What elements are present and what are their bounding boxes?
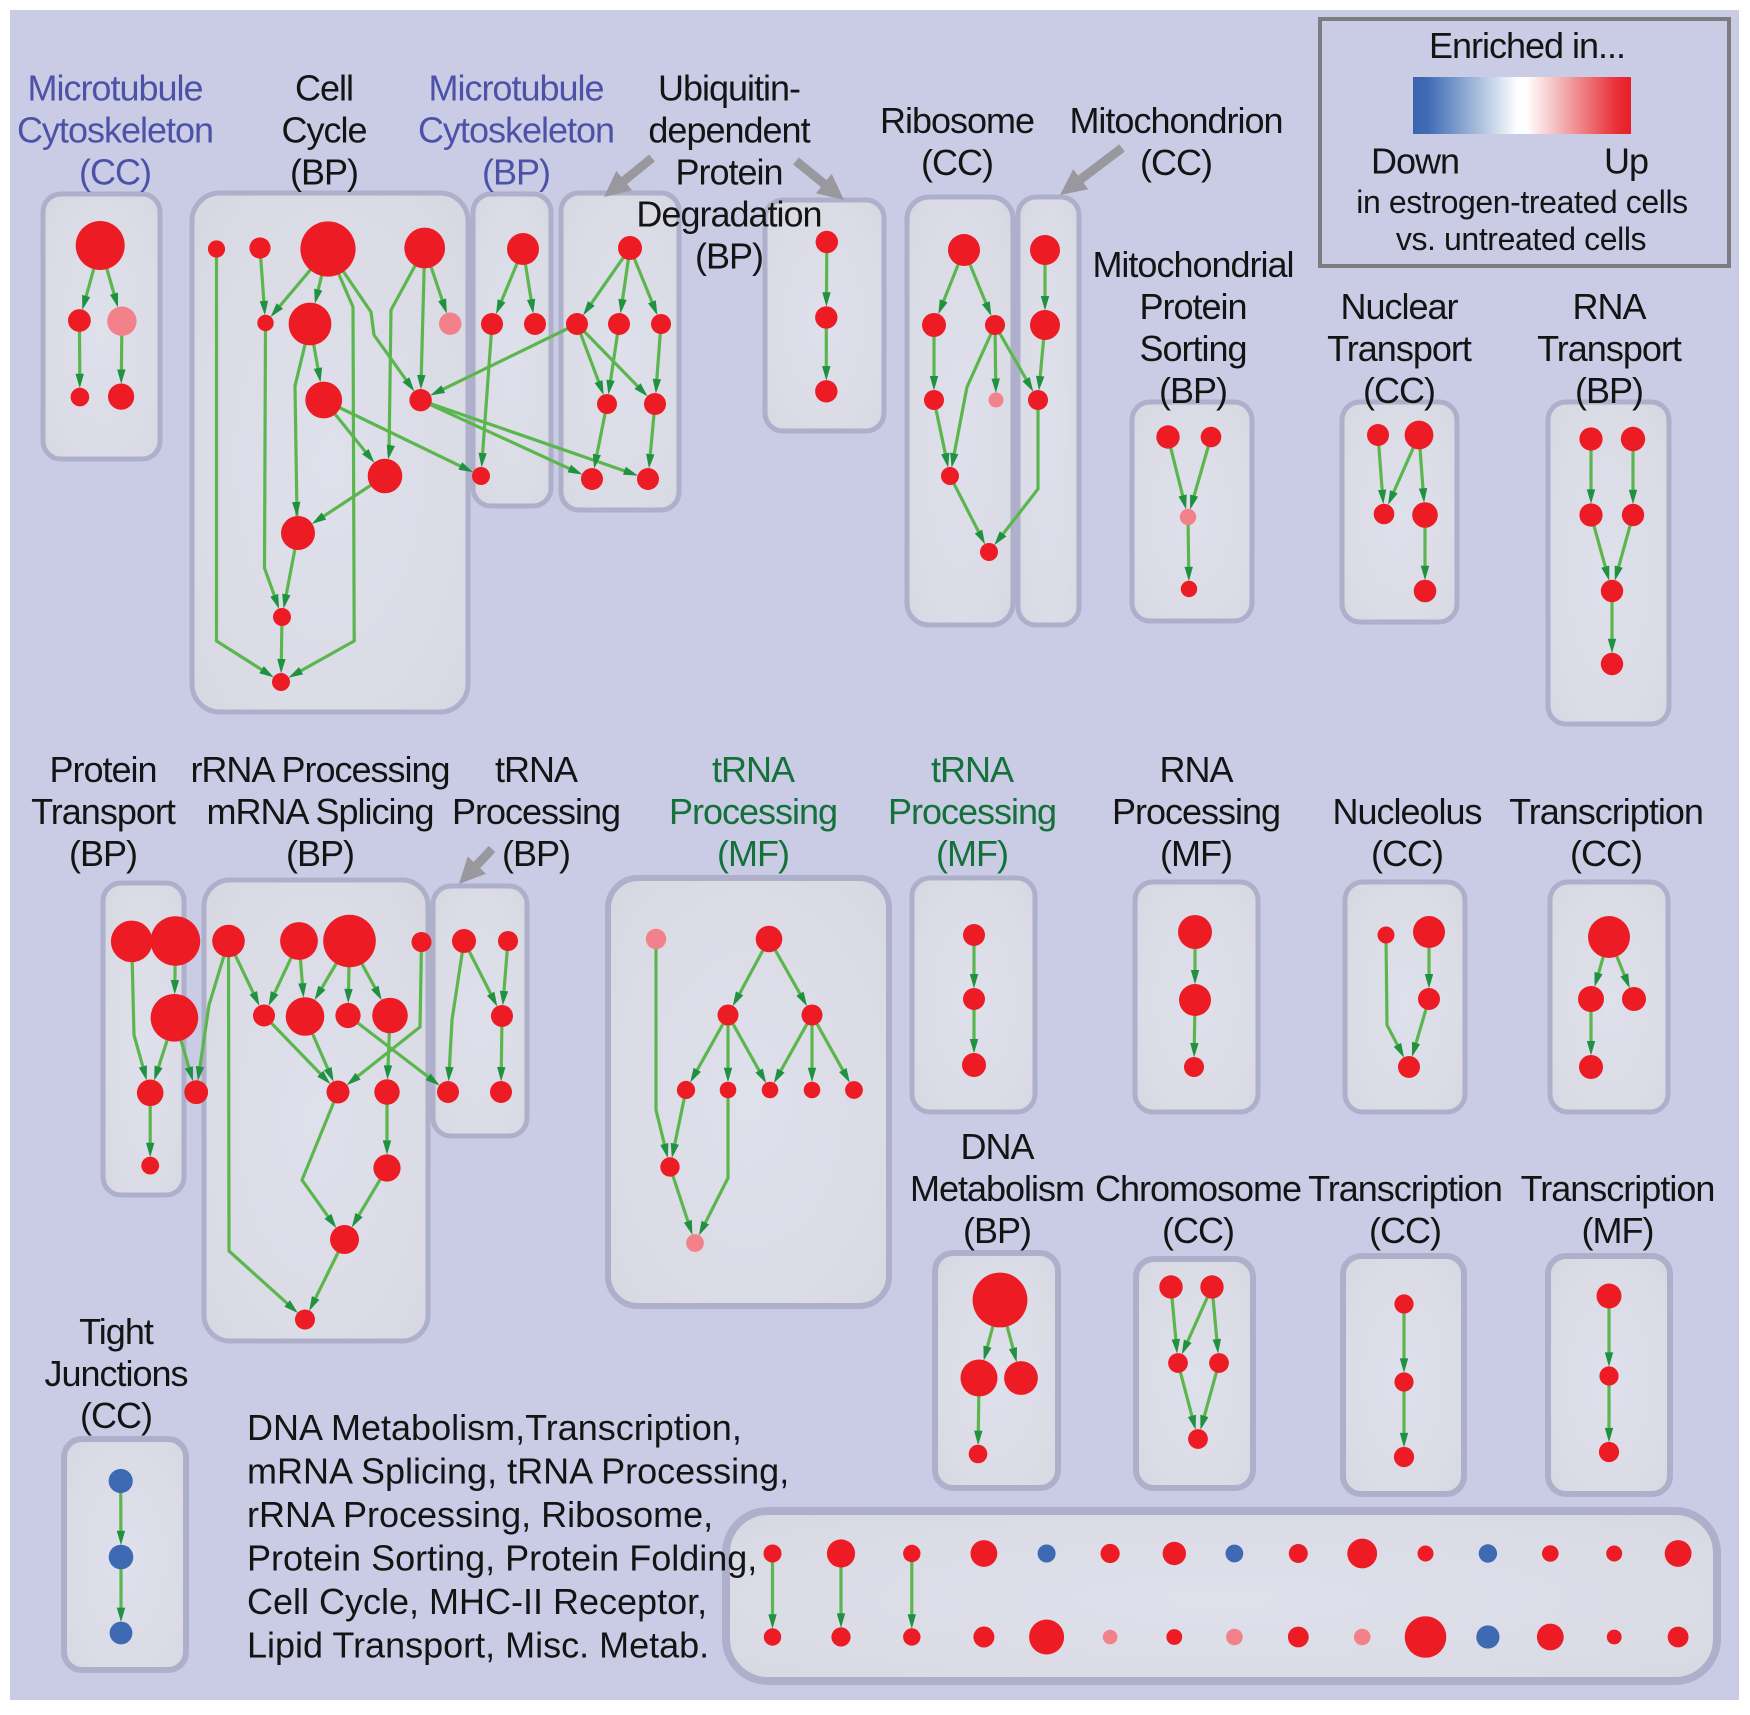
svg-text:Protein: Protein (1139, 286, 1246, 327)
svg-text:Processing: Processing (888, 791, 1056, 832)
svg-text:Transcription: Transcription (1509, 791, 1703, 832)
svg-text:(BP): (BP) (1575, 370, 1643, 411)
svg-text:Degradation: Degradation (636, 194, 821, 235)
svg-text:Metabolism: Metabolism (910, 1168, 1084, 1209)
svg-text:Processing: Processing (669, 791, 837, 832)
svg-text:(MF): (MF) (936, 833, 1008, 874)
svg-text:Cell: Cell (295, 68, 353, 109)
svg-text:Microtubule: Microtubule (27, 68, 202, 109)
svg-text:(CC): (CC) (80, 1395, 152, 1436)
svg-text:Protein: Protein (675, 152, 782, 193)
svg-text:vs. untreated cells: vs. untreated cells (1396, 221, 1646, 257)
svg-text:Cytoskeleton: Cytoskeleton (418, 110, 614, 151)
svg-text:DNA: DNA (960, 1126, 1034, 1167)
svg-text:tRNA: tRNA (931, 749, 1014, 790)
svg-text:Transport: Transport (1327, 328, 1472, 369)
svg-text:tRNA: tRNA (712, 749, 795, 790)
svg-text:(BP): (BP) (69, 833, 137, 874)
svg-text:Cycle: Cycle (281, 110, 366, 151)
svg-text:Nucleolus: Nucleolus (1332, 791, 1481, 832)
svg-text:(CC): (CC) (1369, 1210, 1441, 1251)
svg-text:Cell Cycle, MHC-II Receptor,: Cell Cycle, MHC-II Receptor, (247, 1581, 707, 1622)
svg-text:Enriched in...: Enriched in... (1429, 25, 1625, 66)
svg-text:DNA Metabolism,Transcription,: DNA Metabolism,Transcription, (247, 1407, 742, 1448)
svg-text:rRNA Processing: rRNA Processing (190, 749, 449, 790)
svg-text:in estrogen-treated cells: in estrogen-treated cells (1356, 184, 1688, 220)
svg-text:Down: Down (1371, 141, 1459, 182)
svg-text:Mitochondrion: Mitochondrion (1069, 100, 1282, 141)
svg-text:(CC): (CC) (1162, 1210, 1234, 1251)
svg-text:Ribosome: Ribosome (880, 100, 1034, 141)
svg-text:Lipid Transport, Misc. Metab.: Lipid Transport, Misc. Metab. (247, 1625, 709, 1666)
svg-text:(BP): (BP) (695, 236, 763, 277)
svg-text:RNA: RNA (1159, 749, 1233, 790)
svg-text:Processing: Processing (1112, 791, 1280, 832)
svg-text:Nuclear: Nuclear (1340, 286, 1458, 327)
svg-text:(CC): (CC) (1363, 370, 1435, 411)
svg-text:mRNA Splicing, tRNA Processing: mRNA Splicing, tRNA Processing, (247, 1451, 789, 1492)
svg-text:Transport: Transport (31, 791, 176, 832)
svg-text:Tight: Tight (79, 1311, 154, 1352)
svg-text:Chromosome: Chromosome (1095, 1168, 1301, 1209)
svg-text:Cytoskeleton: Cytoskeleton (17, 110, 213, 151)
svg-text:(CC): (CC) (1570, 833, 1642, 874)
svg-text:Junctions: Junctions (44, 1353, 187, 1394)
svg-text:Up: Up (1604, 141, 1648, 182)
svg-text:Protein: Protein (49, 749, 156, 790)
svg-text:Transcription: Transcription (1308, 1168, 1502, 1209)
svg-text:(MF): (MF) (717, 833, 789, 874)
svg-text:(CC): (CC) (1140, 142, 1212, 183)
svg-text:Protein Sorting, Protein Foldi: Protein Sorting, Protein Folding, (247, 1538, 757, 1579)
svg-text:mRNA Splicing: mRNA Splicing (206, 791, 433, 832)
svg-text:(BP): (BP) (290, 152, 358, 193)
svg-text:(BP): (BP) (286, 833, 354, 874)
svg-text:RNA: RNA (1572, 286, 1646, 327)
svg-text:Transport: Transport (1537, 328, 1682, 369)
svg-text:Sorting: Sorting (1139, 328, 1246, 369)
svg-text:Transcription: Transcription (1521, 1168, 1715, 1209)
svg-text:(BP): (BP) (502, 833, 570, 874)
svg-text:(CC): (CC) (1371, 833, 1443, 874)
svg-text:dependent: dependent (648, 110, 810, 151)
svg-text:tRNA: tRNA (495, 749, 578, 790)
svg-text:(MF): (MF) (1160, 833, 1232, 874)
svg-text:(MF): (MF) (1582, 1210, 1654, 1251)
svg-text:Microtubule: Microtubule (428, 68, 603, 109)
svg-text:(BP): (BP) (963, 1210, 1031, 1251)
svg-text:Ubiquitin-: Ubiquitin- (658, 68, 800, 109)
svg-text:(BP): (BP) (482, 152, 550, 193)
svg-text:(CC): (CC) (79, 152, 151, 193)
svg-text:(CC): (CC) (921, 142, 993, 183)
svg-text:rRNA Processing, Ribosome,: rRNA Processing, Ribosome, (247, 1494, 713, 1535)
svg-text:(BP): (BP) (1159, 370, 1227, 411)
svg-text:Processing: Processing (452, 791, 620, 832)
svg-text:Mitochondrial: Mitochondrial (1092, 244, 1293, 285)
